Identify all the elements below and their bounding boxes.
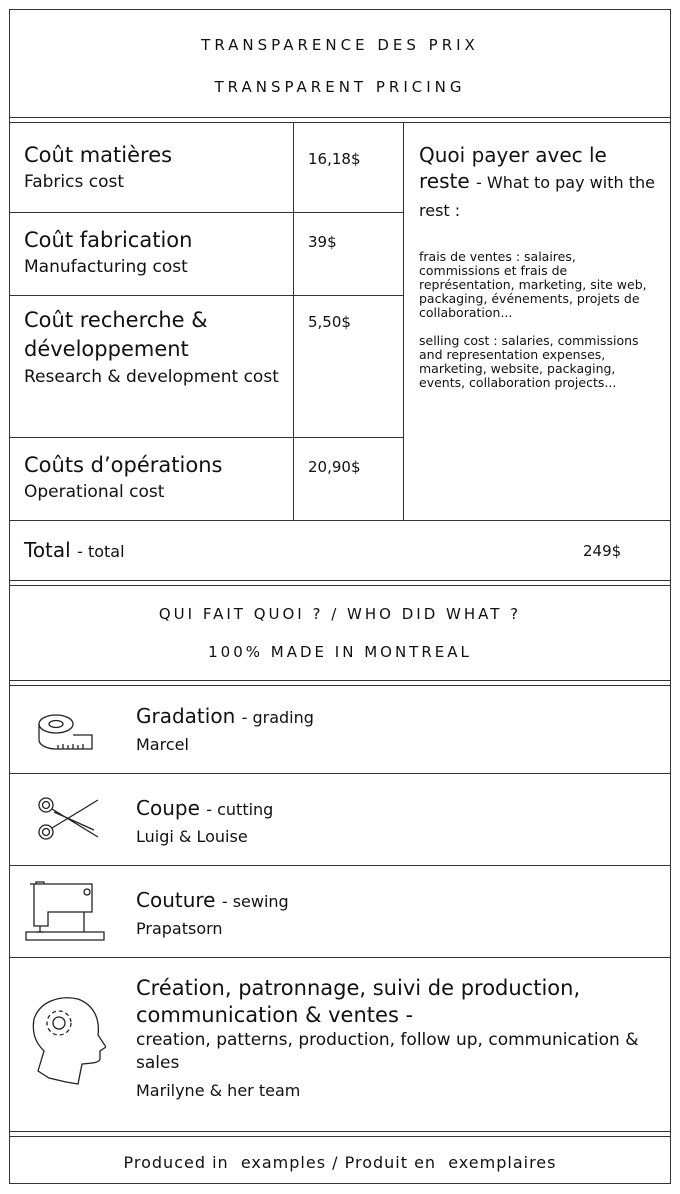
who-title: QUI FAIT QUOI ? / WHO DID WHAT ? [158, 605, 522, 623]
row-divider [9, 437, 403, 438]
cost-row-operations: Coûts d’opérations Operational cost [24, 452, 222, 505]
head-gear-icon [32, 997, 106, 1085]
role-title-en: creation, patterns, production, follow u… [136, 1030, 639, 1073]
total-label-en: - total [77, 542, 125, 561]
row-divider [9, 212, 403, 213]
cost-label-fr: Coût recherche & développement [24, 308, 208, 361]
row-divider [9, 295, 403, 296]
divider [9, 1136, 671, 1137]
rest-title-fr: Quoi payer avec le reste [419, 143, 607, 193]
divider [9, 957, 671, 958]
role-grading: Gradation - grading Marcel [136, 703, 314, 759]
role-title-fr: Gradation [136, 704, 236, 728]
cost-label-en: Fabrics cost [24, 172, 125, 192]
divider [9, 520, 671, 521]
cost-row-manufacturing: Coût fabrication Manufacturing cost [24, 227, 192, 280]
divider [9, 1131, 671, 1132]
cost-price: 20,90$ [308, 458, 361, 476]
scissors-icon [38, 797, 99, 840]
role-title-en: - sewing [221, 892, 289, 911]
role-title-en: - cutting [206, 800, 274, 819]
cost-price: 39$ [308, 233, 337, 251]
rest-title-en: - What to pay with the rest : [419, 173, 655, 220]
total-label: Total - total [24, 538, 125, 562]
rest-note-fr: frais de ventes : salaires, commissions … [419, 249, 647, 320]
divider [9, 685, 671, 686]
cost-row-research: Coût recherche & développement Research … [24, 306, 286, 392]
divider [9, 117, 671, 118]
role-person: Prapatsorn [136, 919, 223, 938]
rest-panel: Quoi payer avec le reste - What to pay w… [419, 142, 659, 390]
cost-label-fr: Coût matières [24, 143, 173, 167]
cost-row-fabrics: Coût matières Fabrics cost [24, 142, 172, 195]
total-label-fr: Total [24, 538, 71, 562]
divider [9, 585, 671, 586]
role-title-en: - grading [241, 708, 314, 727]
cost-label-en: Operational cost [24, 482, 165, 502]
rest-note-en: selling cost : salaries, commissions and… [419, 333, 639, 390]
column-divider [403, 122, 404, 520]
divider [9, 865, 671, 866]
role-person: Luigi & Louise [136, 827, 248, 846]
role-cutting: Coupe - cutting Luigi & Louise [136, 795, 273, 851]
cost-price: 5,50$ [308, 313, 351, 331]
cost-label-en: Research & development cost [24, 367, 279, 387]
column-divider [293, 122, 294, 520]
role-title-fr: Création, patronnage, suivi de productio… [136, 976, 581, 1027]
role-person: Marilyne & her team [136, 1081, 301, 1100]
document-frame [9, 9, 671, 1184]
sewing-machine-icon [25, 881, 105, 941]
divider [9, 122, 671, 123]
role-creation: Création, patronnage, suivi de productio… [136, 975, 656, 1107]
title-fr: TRANSPARENCE DES PRIX [201, 36, 479, 54]
role-person: Marcel [136, 735, 189, 754]
total-value: 249$ [583, 542, 622, 560]
footer-text: Produced in examples / Produit en exempl… [123, 1153, 557, 1172]
measuring-tape-icon [38, 714, 93, 750]
divider [9, 580, 671, 581]
cost-price: 16,18$ [308, 150, 361, 168]
cost-label-fr: Coût fabrication [24, 228, 193, 252]
who-subtitle: 100% MADE IN MONTREAL [208, 643, 472, 661]
role-title-fr: Coupe [136, 796, 200, 820]
role-title-fr: Couture [136, 888, 216, 912]
divider [9, 773, 671, 774]
divider [9, 680, 671, 681]
cost-label-en: Manufacturing cost [24, 257, 188, 277]
role-sewing: Couture - sewing Prapatsorn [136, 887, 289, 943]
cost-label-fr: Coûts d’opérations [24, 453, 223, 477]
title-en: TRANSPARENT PRICING [214, 78, 466, 96]
